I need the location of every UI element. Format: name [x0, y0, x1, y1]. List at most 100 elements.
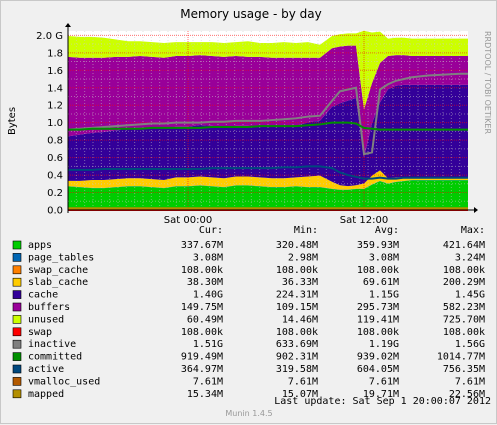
legend-value-min: 15.07M — [282, 389, 318, 400]
x-axis-arrow — [474, 207, 478, 213]
legend-value-cur: 108.00k — [181, 265, 223, 276]
legend-value-max: 725.70M — [443, 314, 485, 325]
legend-swatch — [12, 240, 22, 250]
legend-label: mapped — [28, 389, 64, 400]
legend-label: active — [28, 364, 64, 375]
legend-value-min: 224.31M — [276, 290, 318, 301]
legend-value-min: 902.31M — [276, 352, 318, 363]
legend-swatch — [12, 327, 22, 337]
legend-value-cur: 38.30M — [187, 277, 223, 288]
y-tick-label: 0.2 — [47, 188, 63, 199]
legend-value-min: 109.15M — [276, 302, 318, 313]
legend-value-max: 1.45G — [455, 290, 485, 301]
legend-label: vmalloc_used — [28, 376, 100, 387]
legend-value-avg: 3.08M — [369, 252, 399, 263]
legend-value-min: 14.46M — [282, 314, 318, 325]
legend-value-avg: 119.41M — [357, 314, 399, 325]
legend-swatch — [12, 352, 22, 361]
legend-swatch — [12, 265, 22, 275]
legend-value-avg: 359.93M — [357, 240, 399, 251]
legend-value-max: 1.56G — [455, 339, 485, 350]
legend-swatch — [12, 302, 22, 312]
legend-swatch — [12, 290, 22, 299]
legend-value-cur: 108.00k — [181, 327, 223, 338]
legend-value-avg: 19.71M — [363, 389, 399, 400]
legend-value-max: 108.00k — [443, 327, 485, 338]
legend-value-min: 108.00k — [276, 327, 318, 338]
y-axis-label: Bytes — [7, 107, 18, 135]
y-tick-label: 0.0 — [47, 206, 63, 217]
y-tick-label: 2.0 G — [36, 31, 63, 42]
legend-value-max: 1014.77M — [437, 352, 485, 363]
legend-swatch — [12, 315, 22, 324]
legend-label: swap — [28, 327, 52, 338]
munin-version: Munin 1.4.5 — [225, 409, 272, 418]
legend-label: unused — [28, 314, 64, 325]
legend-swatch — [12, 277, 22, 287]
legend-value-max: 582.23M — [443, 302, 485, 313]
legend-value-min: 36.33M — [282, 277, 318, 288]
legend-label: swap_cache — [28, 265, 88, 276]
legend-value-cur: 364.97M — [181, 364, 223, 375]
legend-value-min: 633.69M — [276, 339, 318, 350]
legend-swatch — [12, 253, 22, 262]
area-unused — [68, 30, 468, 110]
legend-value-avg: 939.02M — [357, 352, 399, 363]
y-tick-label: 1.2 — [47, 101, 63, 112]
x-tick-label: Sat 12:00 — [340, 215, 388, 226]
legend-label: buffers — [28, 302, 70, 313]
y-tick-label: 1.8 — [47, 48, 63, 59]
chart-title: Memory usage - by day — [180, 7, 321, 21]
legend-value-cur: 3.08M — [193, 252, 223, 263]
plot-area: 0.0 0.2 0.4 0.6 0.8 1.0 1.2 1.4 1.6 1.8 2.0 G Sat 0… — [36, 23, 478, 226]
legend-value-avg: 69.61M — [363, 277, 399, 288]
rrdtool-credit: RRDTOOL / TOBI OETIKER — [483, 31, 492, 134]
legend-value-avg: 108.00k — [357, 265, 399, 276]
legend-header: Min: — [294, 225, 318, 236]
legend-value-cur: 1.40G — [193, 290, 223, 301]
legend-swatch — [12, 364, 22, 374]
line-active — [68, 165, 468, 180]
legend-value-min: 319.58M — [276, 364, 318, 375]
legend-label: inactive — [28, 339, 76, 350]
legend-value-max: 3.24M — [455, 252, 485, 263]
legend-value-max: 421.64M — [443, 240, 485, 251]
legend-value-cur: 60.49M — [187, 314, 223, 325]
legend-value-avg: 108.00k — [357, 327, 399, 338]
legend-swatch — [12, 339, 22, 349]
x-tick-label: Sat 00:00 — [164, 215, 212, 226]
y-tick-label: 0.4 — [47, 171, 63, 182]
legend-value-max: 756.35M — [443, 364, 485, 375]
legend-swatch — [12, 377, 22, 386]
legend-label: cache — [28, 290, 58, 301]
legend-header: Avg: — [375, 225, 399, 236]
legend-value-cur: 919.49M — [181, 352, 223, 363]
y-tick-label: 0.6 — [47, 153, 63, 164]
line-inactive — [67, 72, 468, 156]
legend-value-max: 22.56M — [449, 389, 485, 400]
legend-value-cur: 149.75M — [181, 302, 223, 313]
legend-header: Max: — [461, 225, 485, 236]
legend-value-max: 200.29M — [443, 277, 485, 288]
legend-value-cur: 15.34M — [187, 389, 223, 400]
legend-header: Cur: — [199, 225, 223, 236]
legend-value-avg: 1.15G — [369, 290, 399, 301]
legend-table: Cur: Min: Avg: Max: apps 337.67M 320.48M 359.93… — [12, 225, 485, 400]
y-axis-arrow — [65, 23, 71, 27]
legend-value-cur: 1.51G — [193, 339, 223, 350]
y-tick-label: 0.8 — [47, 136, 63, 147]
legend-value-avg: 604.05M — [357, 364, 399, 375]
line-committed — [68, 121, 468, 131]
legend-label: page_tables — [28, 252, 94, 263]
last-update-text: Last update: Sat Sep 1 20:00:07 2012 — [274, 396, 491, 407]
legend-label: committed — [28, 352, 82, 363]
legend-value-avg: 7.61M — [369, 376, 399, 387]
legend-value-cur: 7.61M — [193, 376, 223, 387]
legend-label: slab_cache — [28, 277, 88, 288]
y-tick-label: 1.0 — [47, 118, 63, 129]
legend-value-min: 320.48M — [276, 240, 318, 251]
legend-label: apps — [28, 240, 52, 251]
y-tick-label: 1.6 — [47, 66, 63, 77]
